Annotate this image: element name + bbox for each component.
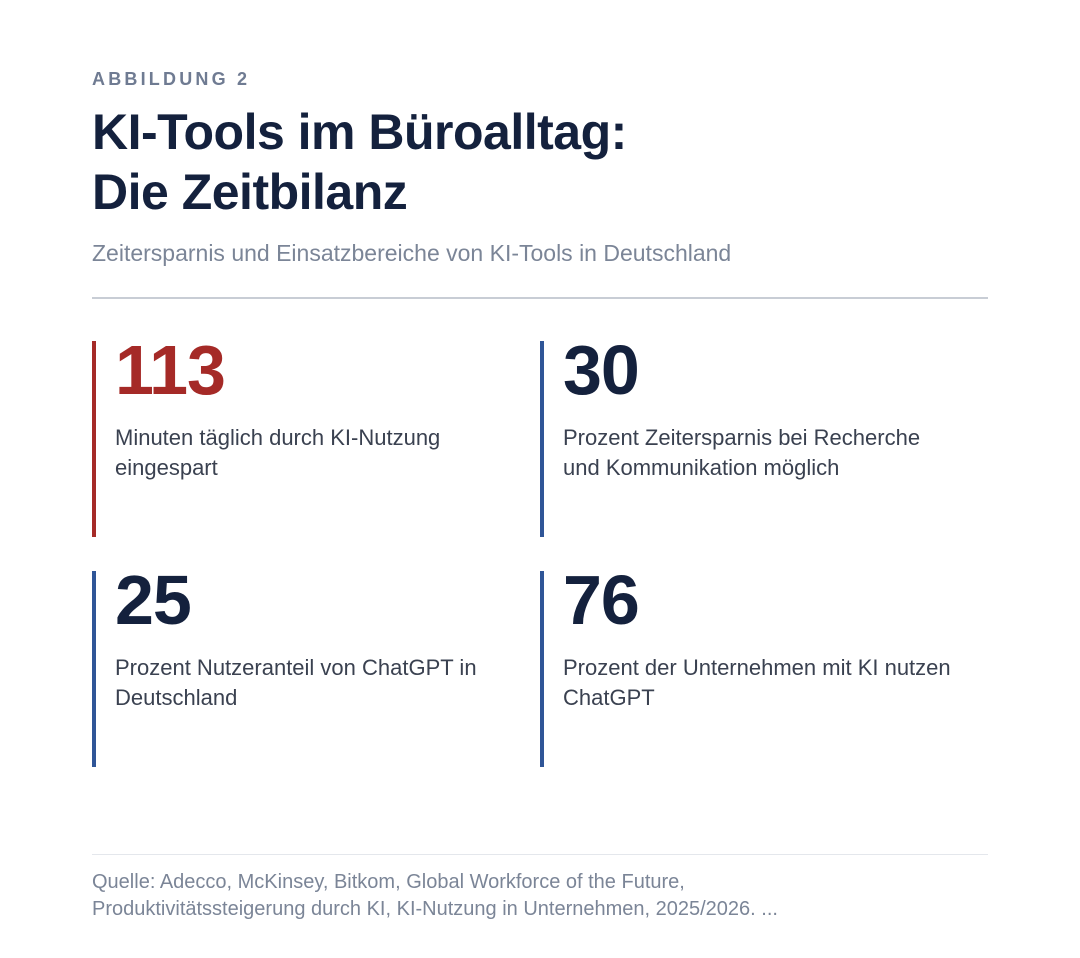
title-line-2: Die Zeitbilanz xyxy=(92,164,408,220)
stat-companies-using-chatgpt: 76 Prozent der Unternehmen mit KI nutzen… xyxy=(540,561,951,767)
stat-minutes-saved: 113 Minuten täglich durch KI-Nutzung ein… xyxy=(92,331,492,537)
source-note: Quelle: Adecco, McKinsey, Bitkom, Global… xyxy=(92,869,988,923)
stat-label: Prozent der Unternehmen mit KI nutzen Ch… xyxy=(563,655,951,710)
stat-label: Prozent Zeitersparnis bei Recherche und … xyxy=(563,425,921,480)
header-divider xyxy=(92,297,988,299)
stat-label: Prozent Nutzeranteil von ChatGPT in Deut… xyxy=(115,655,477,710)
figure-subtitle: Zeitersparnis und Einsatzbereiche von KI… xyxy=(92,240,732,266)
stat-value: 76 xyxy=(563,561,640,639)
stat-label: Minuten täglich durch KI-Nutzung eingesp… xyxy=(115,425,441,480)
stat-value: 113 xyxy=(115,331,226,409)
stat-chatgpt-user-share: 25 Prozent Nutzeranteil von ChatGPT in D… xyxy=(92,561,492,767)
stat-value: 30 xyxy=(563,331,640,409)
source-line-2: Produktivitätssteigerung durch KI, KI-Nu… xyxy=(92,898,778,920)
figure-title: KI-Tools im Büroalltag: Die Zeitbilanz xyxy=(92,102,972,222)
footer-divider xyxy=(92,854,988,855)
stat-value: 25 xyxy=(115,561,192,639)
stat-time-savings-percent: 30 Prozent Zeitersparnis bei Recherche u… xyxy=(540,331,940,537)
figure: ABBILDUNG 2 KI-Tools im Büroalltag: Die … xyxy=(92,0,988,958)
source-line-1: Quelle: Adecco, McKinsey, Bitkom, Global… xyxy=(92,871,685,893)
figure-number: ABBILDUNG 2 xyxy=(92,69,251,89)
title-line-1: KI-Tools im Büroalltag: xyxy=(92,104,627,160)
